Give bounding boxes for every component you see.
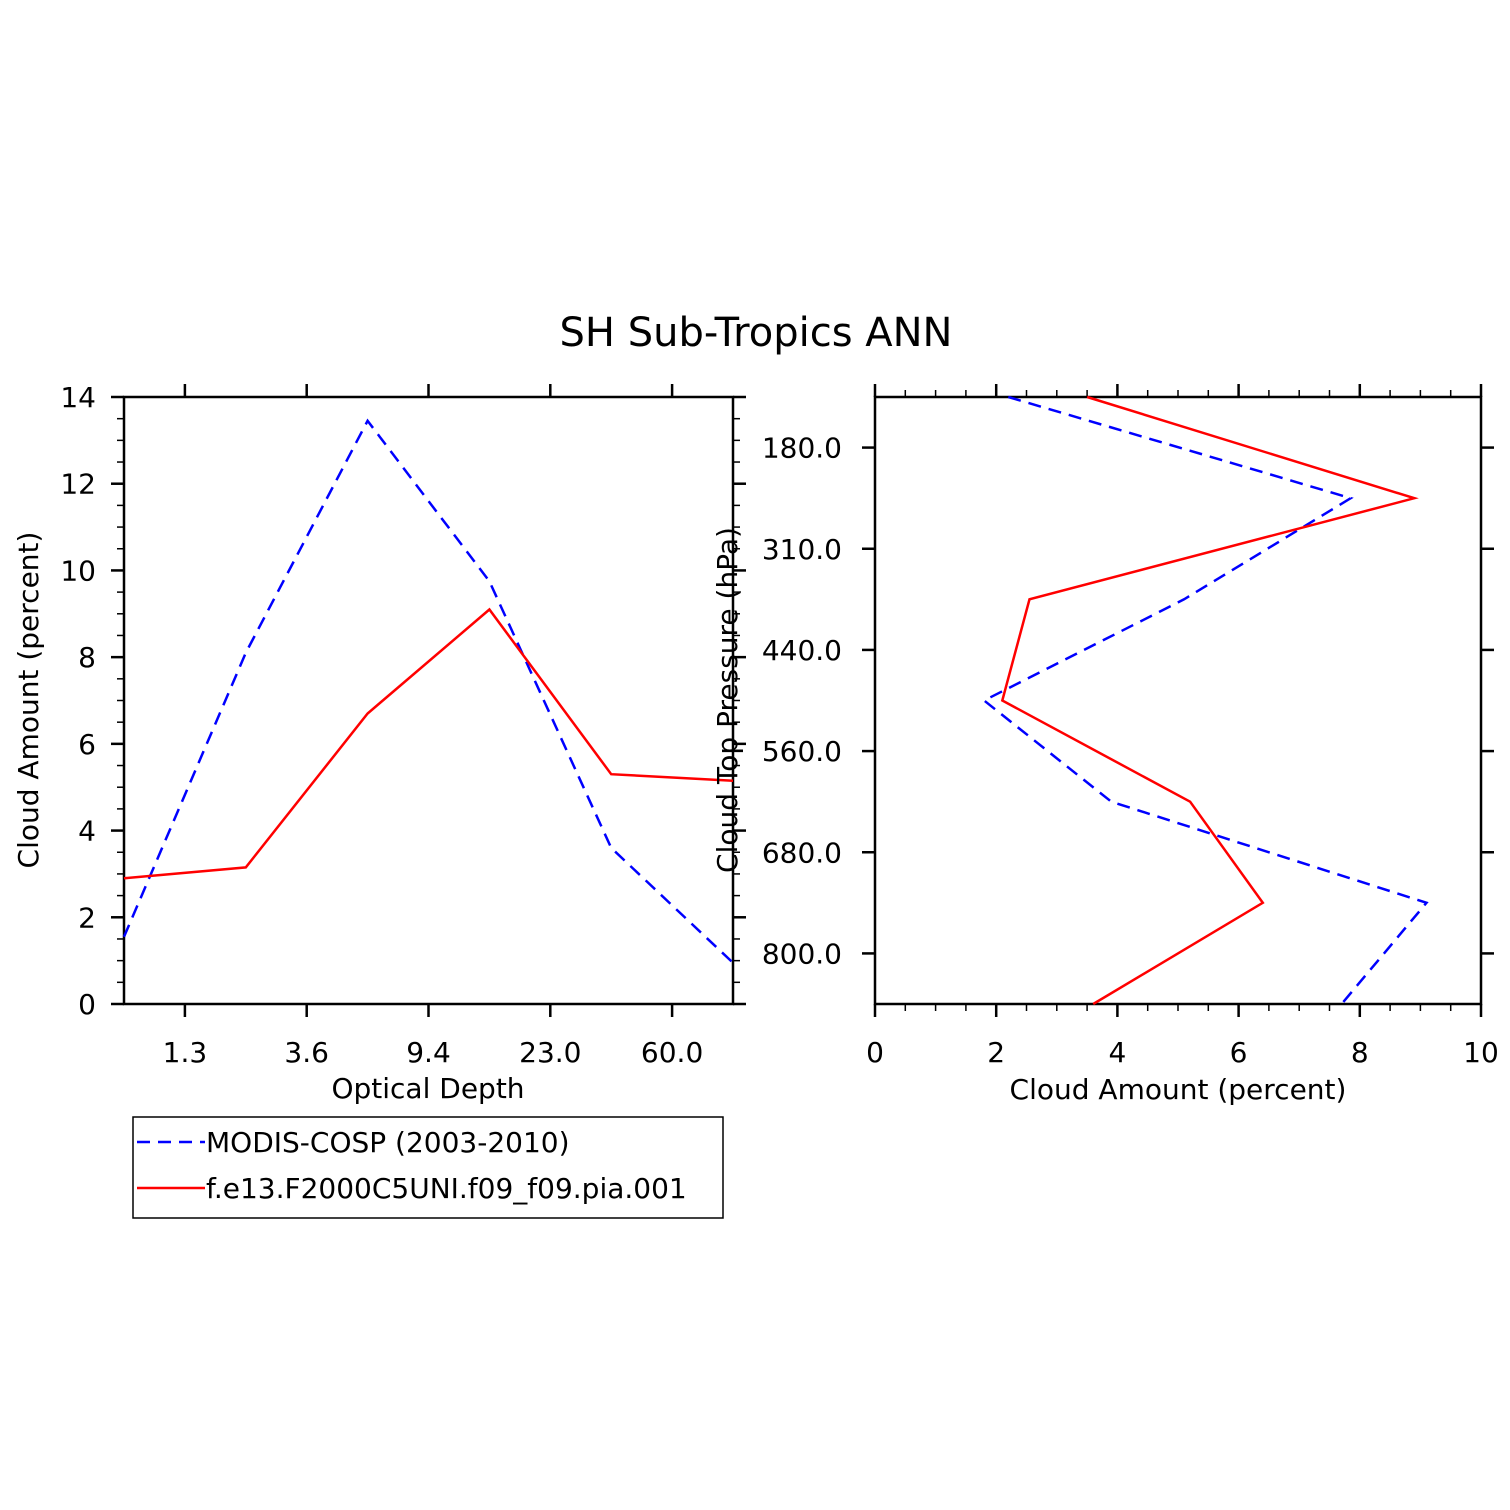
right-x-tick-label: 4 — [1108, 1036, 1126, 1069]
left-x-tick-label: 23.0 — [519, 1036, 581, 1069]
right-x-tick-label: 6 — [1230, 1036, 1248, 1069]
left-x-tick-label: 60.0 — [641, 1036, 703, 1069]
left-y-tick-label: 6 — [78, 728, 96, 761]
left-y-tick-label: 8 — [78, 641, 96, 674]
right-y-tick-label: 560.0 — [762, 735, 842, 768]
right-x-tick-label: 0 — [866, 1036, 884, 1069]
right-x-axis-title: Cloud Amount (percent) — [1010, 1073, 1347, 1106]
right-x-tick-label: 8 — [1351, 1036, 1369, 1069]
right-panel: 0 2 4 6 8 10 180.0 310.0 440.0 560.0 680.0 800.0 Cl… — [711, 384, 1499, 1106]
right-x-tick-label: 2 — [987, 1036, 1005, 1069]
legend-label-modis: MODIS-COSP (2003-2010) — [206, 1126, 570, 1159]
right-series — [981, 395, 1429, 1006]
legend: MODIS-COSP (2003-2010) f.e13.F2000C5UNI.… — [132, 1116, 724, 1219]
right-plot-frame — [873, 395, 1483, 1006]
right-x-tick-label: 10 — [1463, 1036, 1499, 1069]
right-y-tick-label: 680.0 — [762, 836, 842, 869]
left-y-tick-label: 10 — [60, 554, 96, 587]
left-x-tick-label: 3.6 — [284, 1036, 329, 1069]
left-plot-frame — [122, 395, 735, 1006]
left-y-tick-label: 0 — [78, 988, 96, 1021]
right-y-tick-label: 180.0 — [762, 432, 842, 465]
right-y-tick-label: 800.0 — [762, 937, 842, 970]
legend-label-model: f.e13.F2000C5UNI.f09_f09.pia.001 — [206, 1172, 687, 1205]
right-y-axis-title: Cloud Top Pressure (hPa) — [711, 527, 744, 873]
left-x-tick-label: 9.4 — [406, 1036, 451, 1069]
right-y-tick-label: 310.0 — [762, 533, 842, 566]
right-ticks: 0 2 4 6 8 10 180.0 310.0 440.0 560.0 680.0 800.0 — [762, 384, 1499, 1069]
right-y-tick-label: 440.0 — [762, 634, 842, 667]
left-x-tick-label: 1.3 — [163, 1036, 208, 1069]
right-series-model-line — [1000, 395, 1419, 1006]
right-series-modis-line — [981, 395, 1429, 1005]
left-y-axis-title: Cloud Amount (percent) — [12, 532, 45, 869]
left-y-tick-label: 4 — [78, 815, 96, 848]
left-x-axis-title: Optical Depth — [331, 1072, 524, 1105]
left-panel: 0 2 4 6 8 10 12 14 1.3 3.6 9.4 23.0 60.0 Optical Dep… — [12, 381, 746, 1105]
figure-title: SH Sub-Tropics ANN — [560, 310, 953, 356]
left-y-tick-label: 12 — [60, 468, 96, 501]
legend-box — [132, 1116, 724, 1219]
left-series — [122, 418, 734, 964]
left-y-tick-label: 14 — [60, 381, 96, 414]
left-y-tick-label: 2 — [78, 901, 96, 934]
left-ticks: 0 2 4 6 8 10 12 14 1.3 3.6 9.4 23.0 60.0 — [60, 381, 746, 1069]
left-series-modis-line — [122, 418, 734, 964]
left-series-model-line — [123, 607, 734, 880]
